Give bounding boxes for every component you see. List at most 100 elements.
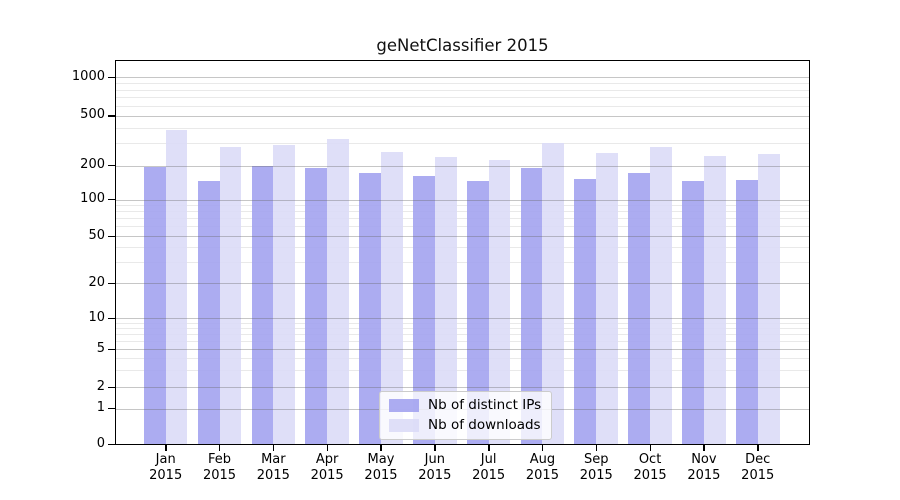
x-tick-label: Dec 2015 (726, 452, 790, 483)
legend: Nb of distinct IPs Nb of downloads (379, 391, 553, 440)
bar-nb-of-distinct-ips-feb (197, 180, 220, 445)
x-tick-label-year: 2015 (202, 467, 237, 483)
bar-nb-of-distinct-ips-jul (466, 180, 489, 445)
x-tick-label: May 2015 (349, 452, 413, 483)
bar-nb-of-downloads-apr (327, 139, 349, 445)
x-tick-mark (595, 445, 598, 451)
x-tick-label-month: Apr (315, 452, 339, 467)
x-tick-mark (488, 445, 490, 451)
y-tick-mark (108, 199, 115, 201)
gridline-minor (116, 333, 809, 335)
x-tick-label: Jan 2015 (134, 452, 198, 483)
x-tick-label-month: Mar (261, 452, 286, 467)
gridline-minor (116, 83, 809, 85)
gridline-minor (116, 262, 809, 264)
y-tick-label: 200 (80, 157, 105, 172)
y-tick-label: 5 (96, 340, 105, 356)
x-tick-mark (380, 445, 382, 451)
y-tick-mark (108, 348, 115, 350)
x-tick-label-year: 2015 (472, 467, 506, 483)
x-tick-label-month: Jan (155, 452, 176, 467)
x-tick-label-year: 2015 (256, 467, 290, 483)
x-tick-label-year: 2015 (149, 467, 183, 483)
x-tick-mark (541, 445, 544, 451)
bar-nb-of-distinct-ips-aug (520, 167, 543, 445)
legend-label-distinct-ips: Nb of distinct IPs (428, 397, 542, 413)
x-tick-label-month: Nov (691, 452, 717, 467)
bar-nb-of-distinct-ips-may (359, 172, 381, 445)
legend-item-downloads: Nb of downloads (389, 417, 541, 433)
bar-nb-of-distinct-ips-sep (574, 179, 597, 445)
bar-nb-of-downloads-aug (542, 143, 565, 445)
gridline-minor (116, 358, 809, 360)
x-tick-label: Nov 2015 (672, 452, 736, 483)
x-tick-label: Feb 2015 (188, 452, 252, 483)
gridline-major (116, 318, 809, 319)
gridline-minor (116, 370, 809, 372)
y-tick-label: 0 (96, 435, 105, 451)
x-tick-label-year: 2015 (310, 467, 344, 483)
gridline-major (116, 77, 809, 79)
gridline-major (116, 115, 809, 117)
x-tick-label-month: Jun (424, 452, 445, 467)
legend-swatch-downloads (389, 418, 419, 432)
bar-nb-of-distinct-ips-nov (682, 181, 704, 445)
x-tick-label-month: Jul (480, 452, 497, 467)
x-tick-label: Jul 2015 (457, 452, 521, 483)
gridline-minor (116, 211, 809, 213)
bar-nb-of-downloads-oct (650, 147, 672, 445)
x-tick-label-month: May (367, 452, 395, 467)
legend-item-distinct-ips: Nb of distinct IPs (389, 397, 541, 413)
bar-nb-of-downloads-feb (219, 147, 242, 445)
gridline-minor (116, 97, 809, 99)
gridline-major (116, 165, 809, 167)
gridline-minor (116, 340, 809, 342)
bar-nb-of-downloads-sep (596, 153, 619, 445)
y-tick-label: 50 (88, 227, 105, 243)
bar-nb-of-distinct-ips-dec (735, 179, 758, 445)
bar-nb-of-downloads-nov (703, 156, 726, 445)
gridline-major (116, 199, 809, 201)
x-tick-label-year: 2015 (364, 467, 398, 483)
bar-nb-of-distinct-ips-apr (305, 168, 328, 445)
bar-nb-of-downloads-jan (165, 129, 188, 445)
gridline-minor (116, 218, 809, 220)
bar-nb-of-distinct-ips-jan (143, 167, 166, 445)
x-tick-mark (219, 445, 221, 451)
gridline-minor (116, 143, 809, 145)
bar-nb-of-downloads-jun (434, 157, 457, 445)
x-tick-label-month: Feb (208, 452, 232, 467)
x-tick-label-year: 2015 (418, 467, 452, 483)
bar-nb-of-downloads-mar (273, 145, 296, 445)
gridline-minor (116, 327, 809, 329)
bar-nb-of-downloads-dec (757, 154, 780, 445)
y-tick-label: 2 (96, 378, 105, 394)
gridline-minor (116, 105, 809, 107)
x-tick-label: Apr 2015 (295, 452, 359, 483)
x-tick-mark (649, 445, 651, 451)
x-tick-mark (326, 445, 329, 451)
y-tick-label: 20 (88, 274, 105, 290)
y-tick-label: 100 (80, 191, 105, 206)
x-tick-label: Sep 2015 (564, 452, 628, 483)
gridline-major (116, 236, 809, 237)
x-tick-label-month: Dec (745, 452, 771, 467)
x-tick-label-month: Sep (583, 452, 609, 467)
x-tick-mark (757, 445, 759, 451)
x-tick-label: Jun 2015 (403, 452, 467, 483)
gridline-minor (116, 89, 809, 91)
x-tick-mark (165, 445, 167, 451)
y-tick-mark (108, 408, 115, 410)
x-tick-label-year: 2015 (741, 467, 775, 483)
bar-nb-of-distinct-ips-jun (413, 176, 435, 445)
y-tick-mark (108, 282, 115, 284)
legend-swatch-distinct-ips (389, 398, 419, 412)
gridline-minor (116, 226, 809, 228)
x-tick-mark (434, 445, 436, 451)
y-tick-mark (108, 235, 115, 237)
x-tick-label-month: Oct (638, 452, 662, 467)
bar-nb-of-distinct-ips-oct (628, 173, 651, 445)
y-tick-mark (108, 115, 115, 117)
gridline-major (116, 349, 809, 350)
